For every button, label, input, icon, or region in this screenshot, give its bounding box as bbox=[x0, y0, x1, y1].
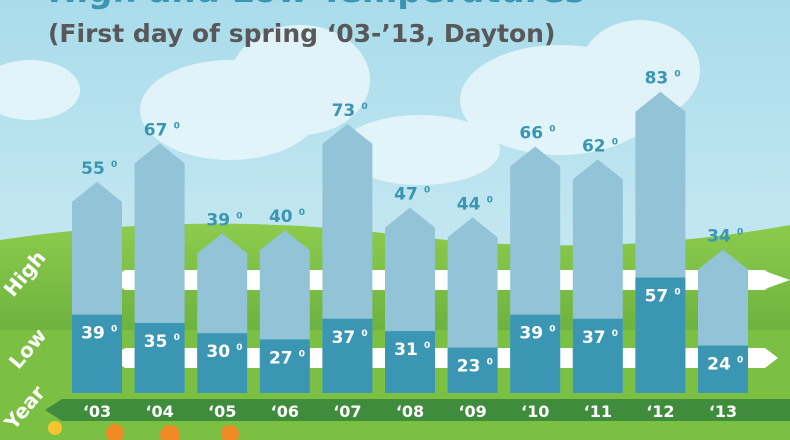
high-value-label: 67 bbox=[144, 120, 168, 140]
high-value-label: 34 bbox=[707, 227, 731, 247]
degree-mark: 0 bbox=[361, 329, 367, 339]
low-value-label: 30 bbox=[206, 342, 230, 362]
degree-mark: 0 bbox=[549, 124, 555, 134]
year-tick-label: ‘03 bbox=[83, 402, 111, 421]
degree-mark: 0 bbox=[236, 211, 242, 221]
degree-mark: 0 bbox=[612, 329, 618, 339]
chart-title: High and Low Temperatures bbox=[48, 0, 585, 11]
low-bar bbox=[572, 318, 623, 393]
degree-mark: 0 bbox=[299, 349, 305, 359]
low-value-label: 37 bbox=[582, 328, 606, 348]
chart-subtitle: (First day of spring ‘03-’13, Dayton) bbox=[48, 19, 555, 48]
low-bar bbox=[698, 345, 748, 393]
low-value-label: 24 bbox=[707, 355, 731, 375]
degree-mark: 0 bbox=[111, 160, 117, 170]
year-tick-label: ‘12 bbox=[646, 402, 674, 421]
high-value-label: 40 bbox=[269, 207, 293, 227]
degree-mark: 0 bbox=[737, 356, 743, 366]
degree-mark: 0 bbox=[487, 358, 493, 368]
high-value-label: 39 bbox=[206, 210, 230, 230]
high-value-label: 62 bbox=[582, 136, 606, 156]
degree-mark: 0 bbox=[361, 102, 367, 112]
degree-mark: 0 bbox=[174, 333, 180, 343]
high-value-label: 55 bbox=[81, 159, 105, 179]
low-bar bbox=[134, 322, 185, 393]
degree-mark: 0 bbox=[174, 121, 180, 131]
degree-mark: 0 bbox=[236, 343, 242, 353]
degree-mark: 0 bbox=[487, 195, 493, 205]
degree-mark: 0 bbox=[612, 137, 618, 147]
degree-mark: 0 bbox=[549, 325, 555, 335]
degree-mark: 0 bbox=[674, 70, 680, 80]
high-value-label: 83 bbox=[645, 69, 669, 89]
year-tick-label: ‘09 bbox=[458, 402, 486, 421]
low-bar bbox=[259, 339, 310, 393]
low-bar bbox=[510, 314, 561, 393]
low-value-label: 27 bbox=[269, 348, 293, 368]
degree-mark: 0 bbox=[674, 288, 680, 298]
year-tick-label: ‘08 bbox=[396, 402, 424, 421]
clouds bbox=[0, 20, 700, 185]
low-bar bbox=[635, 277, 686, 393]
low-bar bbox=[72, 314, 122, 393]
low-bar bbox=[447, 347, 498, 393]
year-band bbox=[45, 399, 790, 421]
degree-mark: 0 bbox=[111, 325, 117, 335]
high-value-label: 73 bbox=[332, 101, 356, 121]
year-tick-label: ‘05 bbox=[208, 402, 236, 421]
low-value-label: 57 bbox=[645, 287, 669, 307]
degree-mark: 0 bbox=[424, 341, 430, 351]
low-value-label: 35 bbox=[144, 332, 168, 352]
low-value-label: 37 bbox=[332, 328, 356, 348]
year-tick-label: ‘11 bbox=[584, 402, 612, 421]
flowers bbox=[48, 421, 239, 440]
low-bar bbox=[197, 333, 248, 393]
year-tick-label: ‘07 bbox=[333, 402, 361, 421]
low-value-label: 39 bbox=[519, 324, 543, 344]
degree-mark: 0 bbox=[424, 186, 430, 196]
year-tick-label: ‘10 bbox=[521, 402, 549, 421]
low-bar bbox=[322, 318, 373, 393]
year-tick-label: ‘04 bbox=[145, 402, 173, 421]
low-value-label: 23 bbox=[457, 357, 481, 377]
degree-mark: 0 bbox=[299, 208, 305, 218]
high-value-label: 47 bbox=[394, 185, 418, 205]
low-value-label: 31 bbox=[394, 340, 418, 360]
low-value-label: 39 bbox=[81, 324, 105, 344]
degree-mark: 0 bbox=[737, 228, 743, 238]
year-tick-label: ‘06 bbox=[271, 402, 299, 421]
low-bar bbox=[385, 331, 435, 393]
year-tick-label: ‘13 bbox=[709, 402, 737, 421]
high-value-label: 66 bbox=[519, 123, 543, 143]
high-value-label: 44 bbox=[457, 194, 481, 214]
